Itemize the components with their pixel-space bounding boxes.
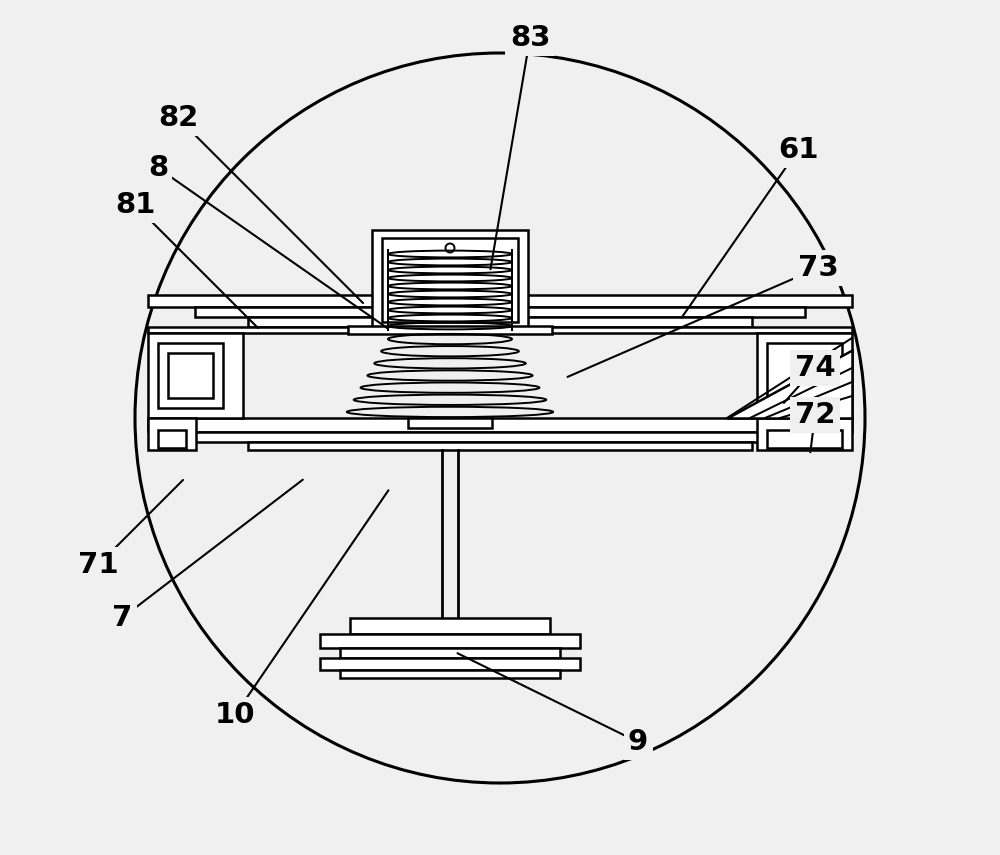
Bar (195, 307, 805, 317)
Bar (382, 238, 518, 322)
Bar (757, 333, 852, 418)
Bar (767, 343, 842, 408)
Bar (248, 317, 752, 327)
Bar (148, 418, 196, 450)
Bar (158, 430, 186, 448)
Text: 9: 9 (628, 728, 648, 756)
Text: 72: 72 (795, 401, 835, 429)
Text: 74: 74 (795, 354, 835, 382)
Bar (158, 343, 223, 408)
Bar (340, 648, 560, 658)
Bar (148, 333, 243, 418)
Bar (348, 326, 552, 334)
Text: 7: 7 (112, 604, 132, 632)
Bar (195, 432, 805, 442)
Text: 81: 81 (115, 191, 155, 219)
Bar (148, 327, 852, 333)
Bar (148, 295, 852, 307)
Bar (757, 418, 852, 450)
Text: 73: 73 (798, 254, 838, 282)
Bar (320, 634, 580, 648)
Bar (767, 430, 842, 448)
Bar (320, 658, 580, 670)
Text: 8: 8 (148, 154, 168, 182)
Text: 61: 61 (778, 136, 818, 164)
Text: 82: 82 (158, 104, 198, 132)
Bar (248, 442, 752, 450)
Bar (340, 670, 560, 678)
Bar (372, 230, 528, 330)
Bar (148, 418, 852, 432)
Text: 10: 10 (215, 701, 255, 729)
Text: 71: 71 (78, 551, 118, 579)
Bar (408, 418, 492, 428)
Bar (350, 618, 550, 634)
Polygon shape (727, 350, 852, 418)
Bar (168, 353, 213, 398)
Text: 83: 83 (510, 24, 550, 52)
